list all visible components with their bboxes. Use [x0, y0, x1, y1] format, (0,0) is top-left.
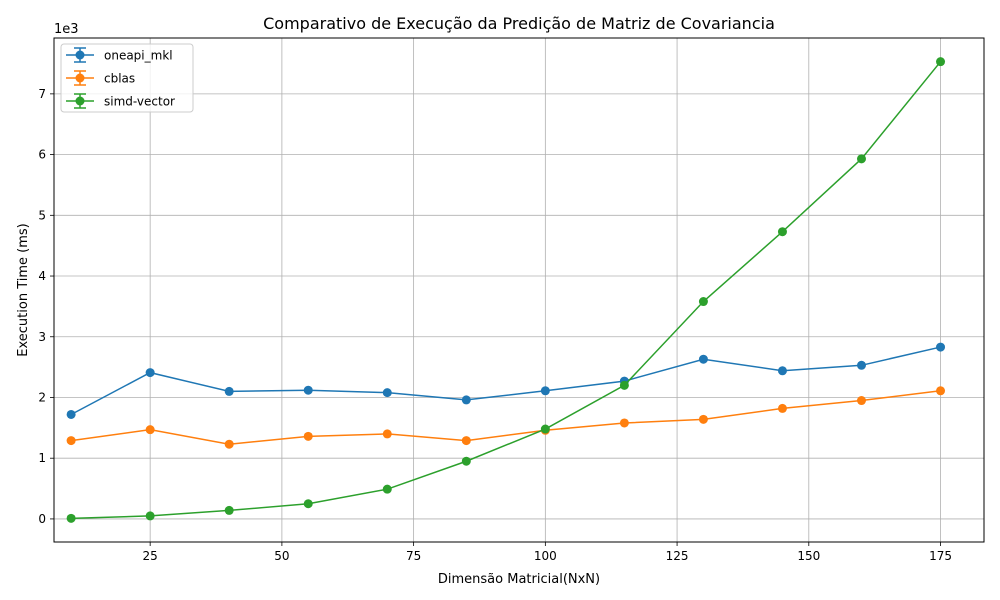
data-point-cblas — [619, 418, 629, 428]
legend-item-cblas: cblas — [66, 70, 135, 86]
series-line-cblas — [71, 390, 941, 445]
data-point-cblas — [382, 429, 392, 439]
y-tick-label: 3 — [38, 330, 46, 344]
data-point-simd-vector — [936, 57, 946, 67]
legend-marker — [75, 50, 85, 60]
data-point-cblas — [936, 386, 946, 396]
legend-label: simd-vector — [104, 95, 175, 109]
data-point-oneapi_mkl — [936, 342, 946, 352]
legend-box — [60, 43, 194, 113]
data-point-oneapi_mkl — [382, 388, 392, 398]
data-point-simd-vector — [856, 154, 866, 164]
y-tick-label: 0 — [38, 512, 46, 526]
y-scale-label: 1e3 — [54, 22, 79, 37]
legend-marker — [75, 73, 85, 83]
grid — [54, 38, 984, 542]
data-point-simd-vector — [619, 380, 629, 390]
data-point-cblas — [777, 403, 787, 413]
data-point-cblas — [145, 425, 155, 435]
chart-title: Comparativo de Execução da Predição de M… — [263, 14, 775, 33]
series-oneapi_mkl — [66, 342, 946, 419]
data-point-simd-vector — [303, 499, 313, 509]
x-tick-label: 25 — [143, 549, 158, 563]
data-point-simd-vector — [540, 424, 550, 434]
x-tick-label: 75 — [406, 549, 421, 563]
data-point-simd-vector — [224, 505, 234, 515]
legend-item-simd-vector: simd-vector — [66, 93, 175, 109]
data-point-oneapi_mkl — [303, 385, 313, 395]
y-tick-label: 4 — [38, 269, 46, 283]
series-layer — [66, 57, 946, 523]
y-axis-label: Execution Time (ms) — [16, 223, 31, 356]
x-tick-label: 100 — [534, 549, 557, 563]
data-point-cblas — [461, 436, 471, 446]
data-point-simd-vector — [777, 227, 787, 237]
legend-item-oneapi_mkl: oneapi_mkl — [66, 47, 173, 63]
data-point-cblas — [66, 436, 76, 446]
series-line-oneapi_mkl — [70, 346, 941, 416]
x-tick-label: 175 — [929, 549, 952, 563]
data-point-cblas — [303, 431, 313, 441]
x-tick-label: 50 — [274, 549, 289, 563]
data-point-oneapi_mkl — [66, 409, 76, 419]
plot-frame — [53, 37, 985, 543]
data-point-simd-vector — [145, 511, 155, 521]
data-point-oneapi_mkl — [856, 360, 866, 370]
data-point-oneapi_mkl — [145, 368, 155, 378]
y-tick-label: 2 — [38, 390, 46, 404]
series-line-simd-vector — [71, 61, 942, 520]
data-point-oneapi_mkl — [540, 386, 550, 396]
data-point-simd-vector — [66, 513, 76, 523]
x-axis-label: Dimensão Matricial(NxN) — [438, 572, 600, 587]
x-tick-label: 150 — [797, 549, 820, 563]
data-point-oneapi_mkl — [698, 354, 708, 364]
data-point-cblas — [698, 414, 708, 424]
legend-label: cblas — [104, 72, 135, 86]
data-point-cblas — [856, 396, 866, 406]
axis-ticks: 25 50 75 100 125 150 175 0 1 2 3 4 5 6 7 — [38, 87, 952, 563]
x-tick-label: 125 — [666, 549, 689, 563]
y-tick-label: 1 — [38, 451, 46, 465]
series-simd-vector — [66, 57, 946, 523]
data-point-simd-vector — [461, 456, 471, 466]
data-point-simd-vector — [698, 297, 708, 307]
legend-marker — [75, 96, 85, 106]
data-point-oneapi_mkl — [224, 386, 234, 396]
data-point-simd-vector — [382, 484, 392, 494]
data-point-oneapi_mkl — [461, 395, 471, 405]
legend-label: oneapi_mkl — [104, 49, 173, 63]
data-point-oneapi_mkl — [777, 366, 787, 376]
y-tick-label: 7 — [38, 87, 46, 101]
y-tick-label: 6 — [38, 148, 46, 162]
y-tick-label: 5 — [38, 208, 46, 222]
data-point-cblas — [224, 439, 234, 449]
